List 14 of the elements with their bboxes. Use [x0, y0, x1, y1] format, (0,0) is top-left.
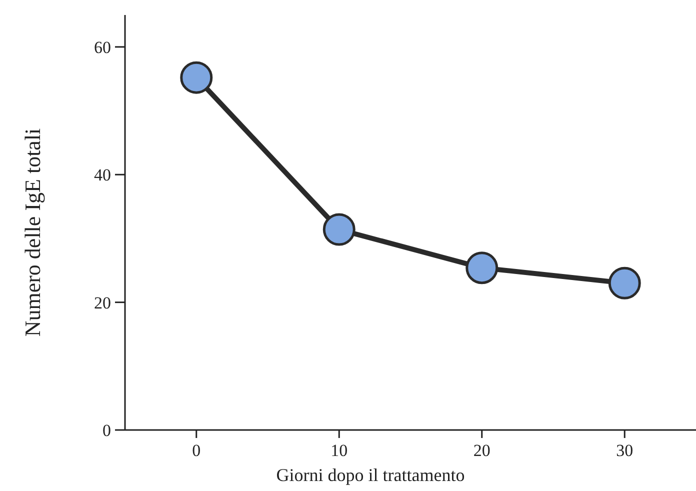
y-axis-title: Numero delle IgE totali [20, 128, 45, 337]
x-tick-label: 30 [616, 441, 634, 460]
x-tick-label: 10 [330, 441, 348, 460]
y-tick-label: 20 [94, 293, 111, 312]
y-tick-label: 0 [102, 420, 111, 440]
x-tick-label: 0 [192, 441, 201, 460]
point [608, 266, 641, 300]
point [180, 61, 213, 94]
point [466, 252, 498, 284]
point [322, 213, 356, 246]
y-tick-label: 60 [94, 38, 111, 57]
y-tick-label: 40 [94, 166, 111, 185]
x-axis-title: Giorni dopo il trattamento [276, 465, 465, 485]
x-tick-label: 20 [473, 441, 490, 460]
